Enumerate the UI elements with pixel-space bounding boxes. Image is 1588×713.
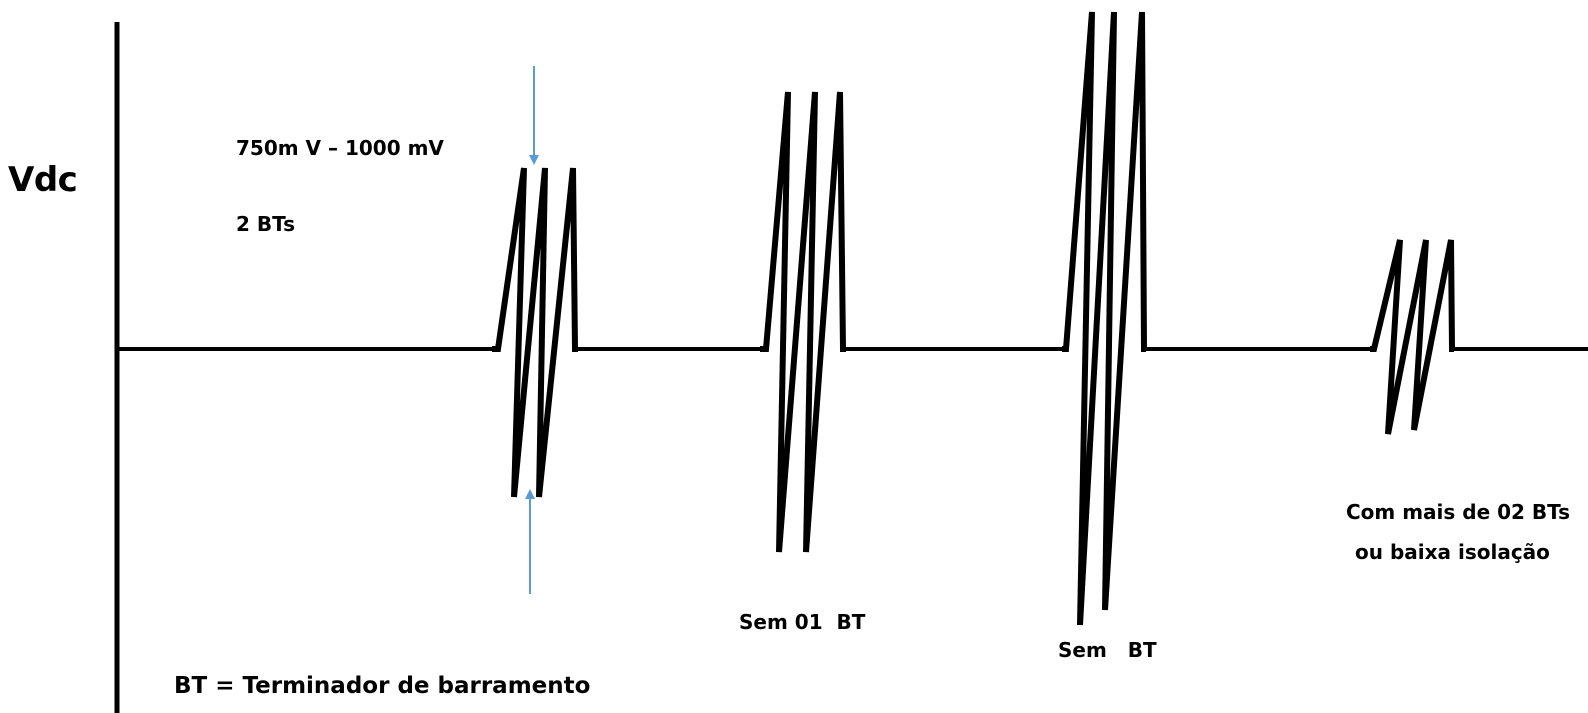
missing-all-bt-label: Sem BT	[1058, 638, 1157, 662]
extra-bt-label-line1: Com mais de 02 BTs	[1346, 500, 1571, 524]
terminator-count-label: 2 BTs	[236, 212, 296, 236]
y-axis-label: Vdc	[8, 160, 78, 200]
waveform-missing-all-bt	[1062, 11, 1147, 626]
missing-one-bt-label: Sem 01 BT	[739, 610, 866, 634]
extra-bt-label-line2: ou baixa isolação	[1355, 540, 1550, 564]
amplitude-range-label: 750m V – 1000 mV	[236, 136, 444, 160]
waveform-extra-bt	[1370, 239, 1455, 435]
legend-text: BT = Terminador de barramento	[174, 673, 591, 699]
waveform-normal	[492, 167, 578, 498]
waveform-missing-one-bt	[760, 91, 846, 553]
